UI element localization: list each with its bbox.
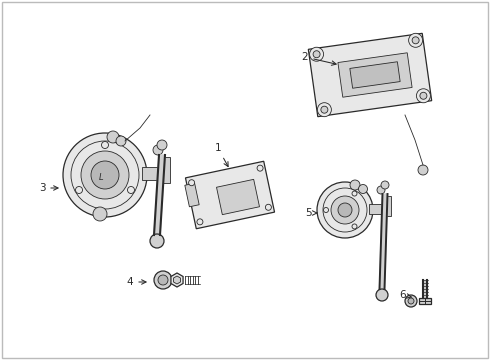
- Circle shape: [101, 141, 108, 148]
- Text: 5: 5: [305, 208, 317, 218]
- Polygon shape: [419, 298, 431, 304]
- Text: 4: 4: [127, 277, 146, 287]
- Circle shape: [157, 140, 167, 150]
- Circle shape: [154, 271, 172, 289]
- Circle shape: [416, 89, 430, 103]
- Polygon shape: [142, 157, 170, 183]
- Circle shape: [420, 92, 427, 99]
- Circle shape: [338, 203, 352, 217]
- Circle shape: [63, 133, 147, 217]
- Circle shape: [150, 234, 164, 248]
- Circle shape: [127, 186, 134, 194]
- Polygon shape: [423, 280, 427, 298]
- Circle shape: [331, 196, 359, 224]
- Circle shape: [266, 204, 271, 210]
- Circle shape: [352, 191, 357, 196]
- Text: L: L: [98, 172, 103, 181]
- Polygon shape: [185, 183, 199, 207]
- Circle shape: [189, 180, 195, 186]
- Circle shape: [408, 298, 414, 304]
- Circle shape: [359, 184, 368, 194]
- Polygon shape: [217, 179, 260, 215]
- Circle shape: [418, 165, 428, 175]
- Circle shape: [93, 207, 107, 221]
- Circle shape: [317, 182, 373, 238]
- Text: 3: 3: [39, 183, 58, 193]
- Polygon shape: [154, 155, 165, 235]
- Circle shape: [323, 207, 328, 212]
- Circle shape: [376, 289, 388, 301]
- Polygon shape: [171, 273, 183, 287]
- Polygon shape: [173, 276, 180, 284]
- Circle shape: [116, 136, 126, 146]
- Polygon shape: [186, 161, 274, 229]
- Polygon shape: [350, 62, 400, 88]
- Circle shape: [158, 275, 168, 285]
- Circle shape: [313, 51, 320, 58]
- Circle shape: [91, 161, 119, 189]
- Polygon shape: [338, 53, 412, 97]
- Circle shape: [412, 37, 419, 44]
- Circle shape: [381, 181, 389, 189]
- Circle shape: [310, 47, 323, 61]
- Circle shape: [321, 106, 328, 113]
- Text: 6: 6: [400, 290, 412, 300]
- Circle shape: [405, 295, 417, 307]
- Polygon shape: [369, 196, 391, 216]
- Circle shape: [350, 180, 360, 190]
- Circle shape: [197, 219, 203, 225]
- Circle shape: [81, 151, 129, 199]
- Circle shape: [318, 103, 331, 117]
- Circle shape: [352, 224, 357, 229]
- Circle shape: [153, 145, 163, 155]
- Text: 2: 2: [302, 52, 336, 65]
- Circle shape: [409, 33, 422, 47]
- Circle shape: [257, 165, 263, 171]
- Circle shape: [75, 186, 82, 194]
- Polygon shape: [308, 33, 432, 117]
- Circle shape: [377, 186, 385, 194]
- Text: 1: 1: [215, 143, 228, 167]
- Polygon shape: [379, 194, 388, 289]
- Circle shape: [107, 131, 119, 143]
